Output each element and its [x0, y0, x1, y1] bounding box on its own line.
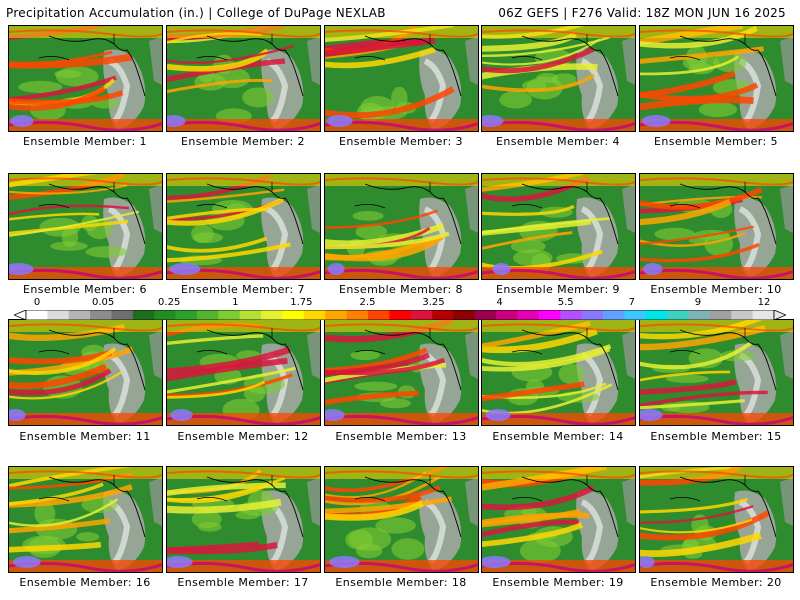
ensemble-map-panel [639, 466, 794, 573]
ensemble-member-label: Ensemble Member: 13 [335, 430, 467, 443]
colorbar-tick-label: 12 [757, 297, 771, 308]
figure-title: Precipitation Accumulation (in.) | Colle… [6, 6, 386, 20]
ensemble-map-panel [481, 319, 636, 426]
ensemble-member-label: Ensemble Member: 6 [23, 283, 147, 296]
ensemble-member-label: Ensemble Member: 17 [177, 576, 309, 589]
ensemble-map-panel [481, 173, 636, 280]
colorbar-tick-label: 0 [33, 297, 41, 308]
ensemble-member-label: Ensemble Member: 2 [181, 135, 305, 148]
colorbar-tick-label: 9 [694, 297, 702, 308]
colorbar-tick-label: 2.5 [359, 297, 376, 308]
ensemble-member-label: Ensemble Member: 9 [496, 283, 620, 296]
ensemble-member-label: Ensemble Member: 14 [492, 430, 624, 443]
ensemble-map-panel [481, 25, 636, 132]
ensemble-map-panel [639, 25, 794, 132]
ensemble-map-panel [166, 466, 321, 573]
ensemble-map-panel [8, 466, 163, 573]
ensemble-map-panel [639, 173, 794, 280]
ensemble-member-label: Ensemble Member: 4 [496, 135, 620, 148]
ensemble-member-label: Ensemble Member: 18 [335, 576, 467, 589]
ensemble-map-panel [8, 25, 163, 132]
colorbar-tick-label: 4 [496, 297, 503, 308]
ensemble-map-panel [324, 319, 479, 426]
ensemble-member-label: Ensemble Member: 5 [654, 135, 778, 148]
colorbar-tick-label: 1 [232, 297, 239, 308]
colorbar-tick-label: 3.25 [422, 297, 445, 308]
colorbar-tick-label: 0.05 [91, 297, 115, 308]
ensemble-map-panel [481, 466, 636, 573]
ensemble-member-label: Ensemble Member: 8 [339, 283, 463, 296]
ensemble-member-label: Ensemble Member: 16 [19, 576, 151, 589]
run-valid-time: 06Z GEFS | F276 Valid: 18Z MON JUN 16 20… [498, 6, 786, 20]
ensemble-map-panel [324, 25, 479, 132]
ensemble-member-label: Ensemble Member: 1 [23, 135, 147, 148]
ensemble-map-panel [166, 319, 321, 426]
ensemble-map-panel [324, 466, 479, 573]
precipitation-colorbar [14, 310, 786, 320]
ensemble-map-panel [166, 25, 321, 132]
colorbar-tick-label: 5.5 [557, 297, 574, 308]
ensemble-member-label: Ensemble Member: 12 [177, 430, 309, 443]
ensemble-map-panel [166, 173, 321, 280]
colorbar-tick-label: 7 [628, 297, 635, 308]
ensemble-member-label: Ensemble Member: 3 [339, 135, 463, 148]
ensemble-member-label: Ensemble Member: 15 [650, 430, 782, 443]
colorbar-tick-label: 0.25 [158, 297, 181, 308]
ensemble-member-label: Ensemble Member: 7 [181, 283, 305, 296]
ensemble-member-label: Ensemble Member: 11 [19, 430, 151, 443]
ensemble-map-panel [639, 319, 794, 426]
ensemble-member-label: Ensemble Member: 10 [650, 283, 782, 296]
ensemble-map-panel [8, 319, 163, 426]
ensemble-map-panel [8, 173, 163, 280]
colorbar-tick-label: 1.75 [290, 297, 313, 308]
ensemble-member-label: Ensemble Member: 19 [492, 576, 624, 589]
ensemble-map-panel [324, 173, 479, 280]
ensemble-member-label: Ensemble Member: 20 [650, 576, 782, 589]
